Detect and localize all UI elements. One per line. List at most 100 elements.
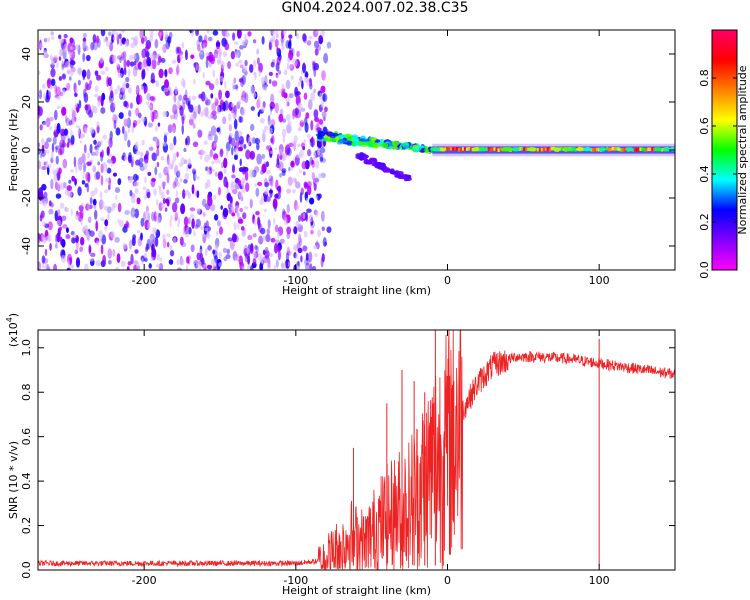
noise-cell	[258, 70, 261, 77]
noise-cell	[272, 198, 278, 210]
noise-cell	[63, 128, 69, 136]
noise-cell	[50, 78, 56, 87]
carrier-cell	[637, 147, 640, 152]
noise-cell	[182, 226, 186, 236]
noise-cell	[274, 224, 279, 233]
noise-cell	[256, 142, 260, 151]
noise-cell	[238, 191, 243, 199]
noise-cell	[309, 263, 313, 270]
branch-cell	[394, 170, 400, 176]
carrier-cell	[471, 147, 480, 152]
noise-cell	[319, 92, 323, 101]
carrier-cell	[463, 147, 467, 151]
noise-cell	[281, 168, 287, 174]
noise-cell	[67, 259, 71, 267]
noise-cell	[247, 140, 250, 147]
noise-cell	[225, 254, 231, 260]
noise-cell	[97, 161, 101, 166]
noise-cell	[207, 133, 213, 141]
noise-cell	[196, 176, 200, 180]
noise-cell	[76, 106, 80, 112]
noise-cell	[55, 146, 58, 153]
noise-cell	[156, 148, 160, 157]
noise-cell	[290, 160, 295, 168]
noise-cell	[223, 157, 228, 169]
noise-cell	[171, 126, 176, 133]
noise-cell	[217, 220, 222, 227]
noise-cell	[212, 265, 217, 270]
carrier-cell	[450, 147, 453, 151]
noise-cell	[259, 199, 264, 205]
noise-cell	[80, 203, 85, 207]
noise-cell	[188, 95, 192, 101]
noise-cell	[75, 102, 78, 108]
noise-cell	[176, 267, 182, 270]
noise-cell	[163, 87, 169, 92]
noise-cell	[317, 229, 322, 238]
noise-cell	[252, 39, 257, 44]
noise-cell	[288, 166, 291, 172]
noise-cell	[128, 239, 133, 250]
noise-cell	[66, 141, 70, 148]
noise-cell	[66, 185, 73, 191]
noise-cell	[41, 166, 47, 171]
noise-cell	[69, 192, 73, 197]
noise-cell	[155, 112, 159, 120]
noise-cell	[314, 176, 319, 185]
noise-cell	[249, 169, 254, 178]
noise-cell	[47, 37, 50, 43]
noise-cell	[304, 116, 308, 126]
noise-cell	[274, 38, 279, 48]
noise-cell	[241, 226, 245, 231]
noise-cell	[114, 89, 118, 95]
noise-cell	[40, 149, 46, 158]
noise-cell	[83, 224, 89, 233]
noise-cell	[255, 211, 260, 216]
colorbar-label: Normalized spectral amplitude	[736, 65, 749, 234]
noise-cell	[160, 203, 165, 209]
noise-cell	[94, 85, 99, 93]
noise-cell	[276, 158, 280, 166]
noise-cell	[45, 150, 50, 154]
noise-cell	[231, 102, 234, 108]
noise-cell	[137, 112, 142, 119]
noise-cell	[41, 262, 45, 269]
noise-cell	[108, 93, 114, 104]
carrier-cell	[525, 147, 528, 151]
bottom-y-tick-label: 0.2	[20, 517, 33, 535]
noise-cell	[83, 144, 87, 154]
colorbar-tick-label: 0.8	[698, 69, 711, 87]
carrier-cell	[459, 148, 463, 152]
noise-cell	[310, 120, 314, 131]
noise-cell	[189, 104, 194, 113]
noise-cell	[117, 55, 123, 60]
noise-cell	[219, 148, 224, 158]
noise-cell	[285, 98, 288, 107]
noise-cell	[210, 93, 214, 99]
noise-cell	[107, 139, 110, 146]
noise-cell	[100, 175, 104, 186]
noise-cell	[84, 263, 89, 270]
noise-cell	[261, 153, 266, 160]
noise-cell	[252, 233, 257, 238]
noise-cell	[66, 135, 69, 140]
noise-cell	[297, 247, 303, 254]
noise-cell	[283, 69, 288, 76]
noise-cell	[194, 190, 198, 197]
noise-cell	[109, 84, 113, 95]
noise-cell	[186, 135, 191, 146]
carrier-cell	[452, 147, 455, 151]
noise-cell	[102, 254, 107, 266]
noise-cell	[92, 165, 97, 173]
noise-cell	[55, 234, 58, 244]
noise-cell	[202, 212, 206, 217]
noise-cell	[90, 151, 96, 157]
noise-cell	[146, 56, 152, 67]
noise-cell	[50, 84, 53, 91]
noise-cell	[97, 140, 102, 148]
noise-cell	[194, 172, 197, 181]
top-x-tick-label: 0	[444, 274, 451, 287]
noise-cell	[41, 83, 46, 89]
noise-cell	[296, 223, 302, 227]
noise-cell	[269, 150, 273, 154]
